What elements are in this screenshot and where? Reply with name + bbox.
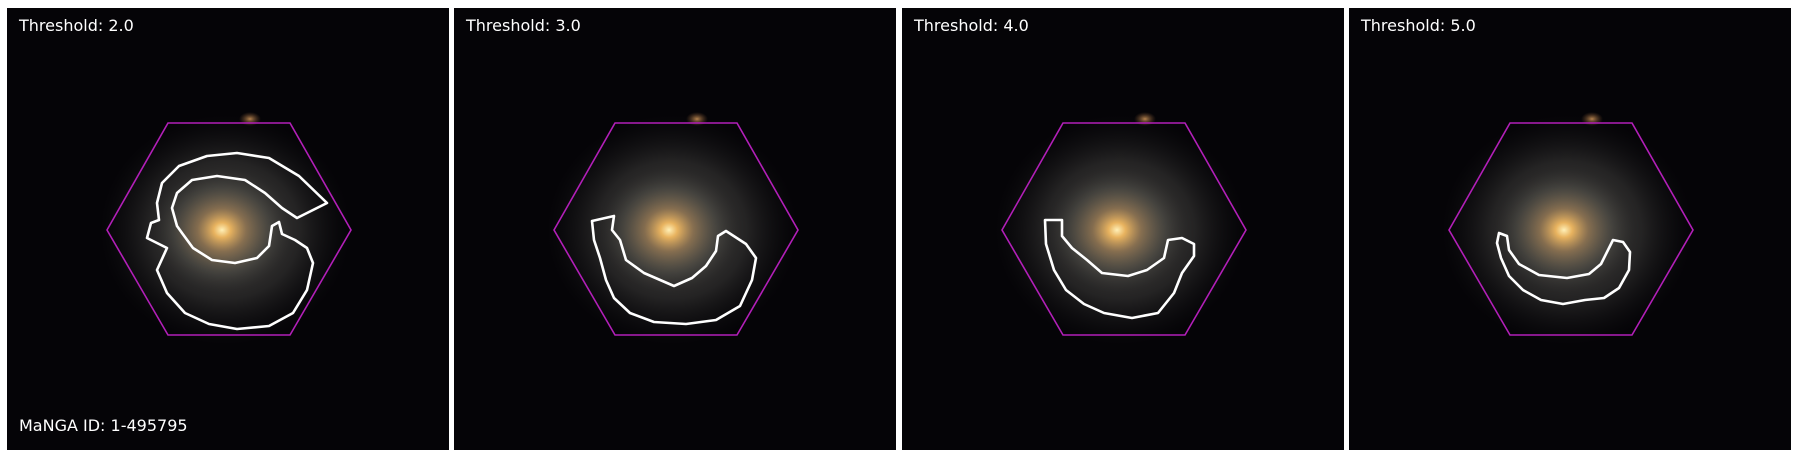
- galaxy-image: [1349, 8, 1791, 450]
- panel-label: Threshold: 2.0: [19, 18, 134, 34]
- manga-id-label: MaNGA ID: 1-495795: [19, 418, 188, 434]
- panel-label: Threshold: 4.0: [914, 18, 1029, 34]
- galaxy-core: [1494, 168, 1634, 292]
- panel-threshold-3: Threshold: 3.0: [454, 8, 896, 450]
- galaxy-image: [7, 8, 449, 450]
- panel-threshold-5: Threshold: 5.0: [1349, 8, 1791, 450]
- galaxy-core: [599, 168, 739, 292]
- panel-threshold-2: Threshold: 2.0 MaNGA ID: 1-495795: [7, 8, 449, 450]
- galaxy-image: [454, 8, 896, 450]
- panel-threshold-4: Threshold: 4.0: [902, 8, 1344, 450]
- companion-source: [1134, 112, 1156, 126]
- galaxy-image: [902, 8, 1344, 450]
- panel-label: Threshold: 3.0: [466, 18, 581, 34]
- panel-label: Threshold: 5.0: [1361, 18, 1476, 34]
- companion-source: [1581, 112, 1603, 126]
- galaxy-core: [1047, 168, 1187, 292]
- companion-source: [686, 112, 708, 126]
- companion-source: [239, 112, 261, 126]
